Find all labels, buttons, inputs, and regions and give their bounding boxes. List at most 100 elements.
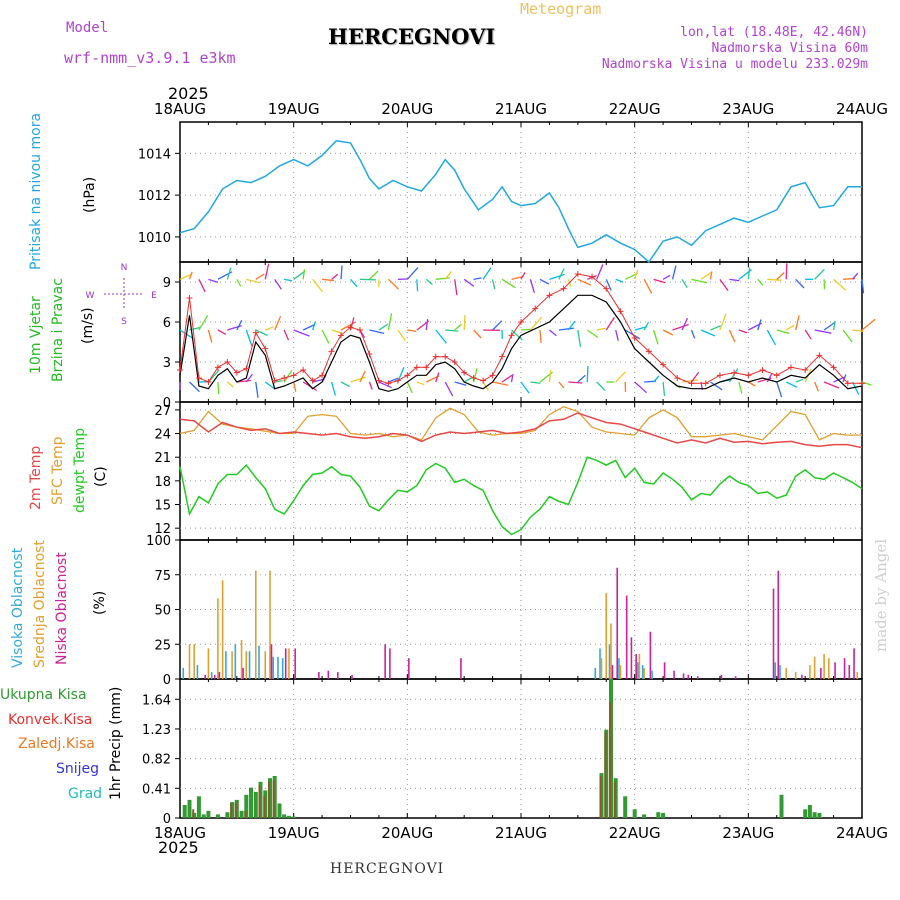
wind-direction-arrow xyxy=(236,379,251,383)
wind-direction-arrow xyxy=(368,381,373,390)
wind-direction-arrow xyxy=(406,266,419,280)
wind-direction-arrow xyxy=(823,321,836,331)
wind-direction-arrow xyxy=(662,274,671,280)
y-tick-label: 3 xyxy=(163,356,171,371)
wind-direction-arrow xyxy=(425,278,433,285)
wind-direction-arrow xyxy=(265,326,274,331)
wind-gust-marker xyxy=(423,364,430,371)
wind-direction-arrow xyxy=(615,329,619,341)
precip-conv-bar xyxy=(609,702,611,818)
year-top: 2025 xyxy=(168,84,209,103)
precip-total-bar xyxy=(812,812,817,818)
wind-direction-arrow xyxy=(615,371,626,383)
precip-total-bar xyxy=(286,815,291,818)
wind-direction-arrow xyxy=(605,317,615,331)
wind-gust-marker xyxy=(716,372,723,379)
wind-gust-marker xyxy=(375,377,382,384)
wind-direction-arrow xyxy=(681,278,688,289)
wind-speed-line xyxy=(179,294,863,392)
wind-gust-marker xyxy=(688,380,695,387)
precip-total-bar xyxy=(807,805,812,818)
y-tick-label: 1012 xyxy=(138,189,171,204)
wind-gust-marker xyxy=(859,380,865,387)
wind-direction-arrow xyxy=(842,374,847,383)
wind-direction-arrow xyxy=(577,329,582,347)
precip-conv-bar xyxy=(234,802,237,818)
y-tick-label: 75 xyxy=(154,569,171,584)
wind-gust-marker xyxy=(319,372,326,379)
wind-gust-marker xyxy=(731,369,738,376)
wind-direction-arrow xyxy=(767,278,782,281)
wind-gust-marker xyxy=(574,271,581,277)
wind-direction-arrow xyxy=(463,377,472,383)
x-tick-label-bottom: 21AUG xyxy=(495,824,547,842)
wind-direction-arrow xyxy=(491,279,496,290)
wind-gust-marker xyxy=(404,372,411,379)
precip-total-bar xyxy=(215,814,220,818)
y-tick-label: 15 xyxy=(154,499,171,514)
wind-gust-marker xyxy=(844,380,851,387)
sfc-temp-line xyxy=(179,405,862,441)
wind-gust-marker xyxy=(328,348,335,355)
dewpoint-line xyxy=(179,456,863,536)
precip-total-bar xyxy=(244,794,249,818)
wind-direction-arrow xyxy=(387,313,393,331)
wind-direction-arrow xyxy=(473,277,482,280)
wind-direction-arrow xyxy=(378,381,392,389)
wind-direction-arrow xyxy=(501,374,513,383)
precip-total-bar xyxy=(201,814,206,818)
wind-direction-arrow xyxy=(596,327,606,331)
precip-total-bar xyxy=(291,816,296,818)
meteogram-label: Meteogram xyxy=(520,0,602,18)
wind-direction-arrow xyxy=(463,314,466,331)
wind-direction-arrow xyxy=(188,271,193,280)
wind-direction-arrow xyxy=(511,329,523,341)
precip-total-bar xyxy=(803,809,808,818)
wind-direction-arrow xyxy=(217,381,220,395)
wind-direction-arrow xyxy=(852,272,859,280)
wind-direction-arrow xyxy=(321,329,330,344)
wind-gust-marker xyxy=(195,375,202,381)
wind-gust-marker xyxy=(338,332,345,339)
wind-direction-arrow xyxy=(274,315,282,331)
wind-direction-arrow xyxy=(785,324,795,331)
wind-gust-marker xyxy=(385,380,392,387)
wind-direction-arrow xyxy=(245,373,254,383)
wind-gust-marker xyxy=(300,367,307,373)
y-tick-label: 6 xyxy=(163,316,171,331)
wind-gust-marker xyxy=(589,273,596,280)
wind-direction-arrow xyxy=(690,329,696,339)
wind-direction-arrow xyxy=(179,273,192,280)
wind-gust-marker xyxy=(546,292,553,299)
wind-direction-arrow xyxy=(567,320,576,331)
wind-gust-marker xyxy=(499,353,506,360)
wind-direction-arrow xyxy=(710,381,723,391)
wind-direction-arrow xyxy=(653,278,666,284)
wind-direction-arrow xyxy=(814,329,832,334)
x-tick-label-bottom: 20AUG xyxy=(381,824,433,842)
wind-direction-arrow xyxy=(189,381,200,393)
wind-gust-marker xyxy=(787,364,794,371)
wind-direction-arrow xyxy=(814,268,825,280)
y-tick-label: 1014 xyxy=(138,147,171,162)
wind-direction-arrow xyxy=(643,279,653,294)
y-tick-label: 12 xyxy=(154,522,171,537)
wind-direction-arrow xyxy=(568,381,583,384)
wind-direction-arrow xyxy=(340,265,343,280)
lonlat-label: lon,lat (18.48E, 42.46N) xyxy=(680,25,868,40)
model-altitude-label: Nadmorska Visina u modelu 233.029m xyxy=(601,57,868,72)
wind-direction-arrow xyxy=(236,279,242,287)
y-tick-label: 25 xyxy=(154,638,171,653)
y-tick-label: 0 xyxy=(163,673,171,688)
wind-direction-arrow xyxy=(738,381,743,394)
precip-total-bar xyxy=(282,814,287,818)
wind-direction-arrow xyxy=(331,329,343,334)
wind-direction-arrow xyxy=(520,272,526,280)
wind-gust-marker xyxy=(508,332,515,339)
wind-direction-arrow xyxy=(558,268,565,280)
wind-gust-marker xyxy=(617,308,624,315)
wind-direction-arrow xyxy=(463,278,475,287)
precip-total-bar xyxy=(656,812,661,818)
wind-direction-arrow xyxy=(823,381,840,389)
